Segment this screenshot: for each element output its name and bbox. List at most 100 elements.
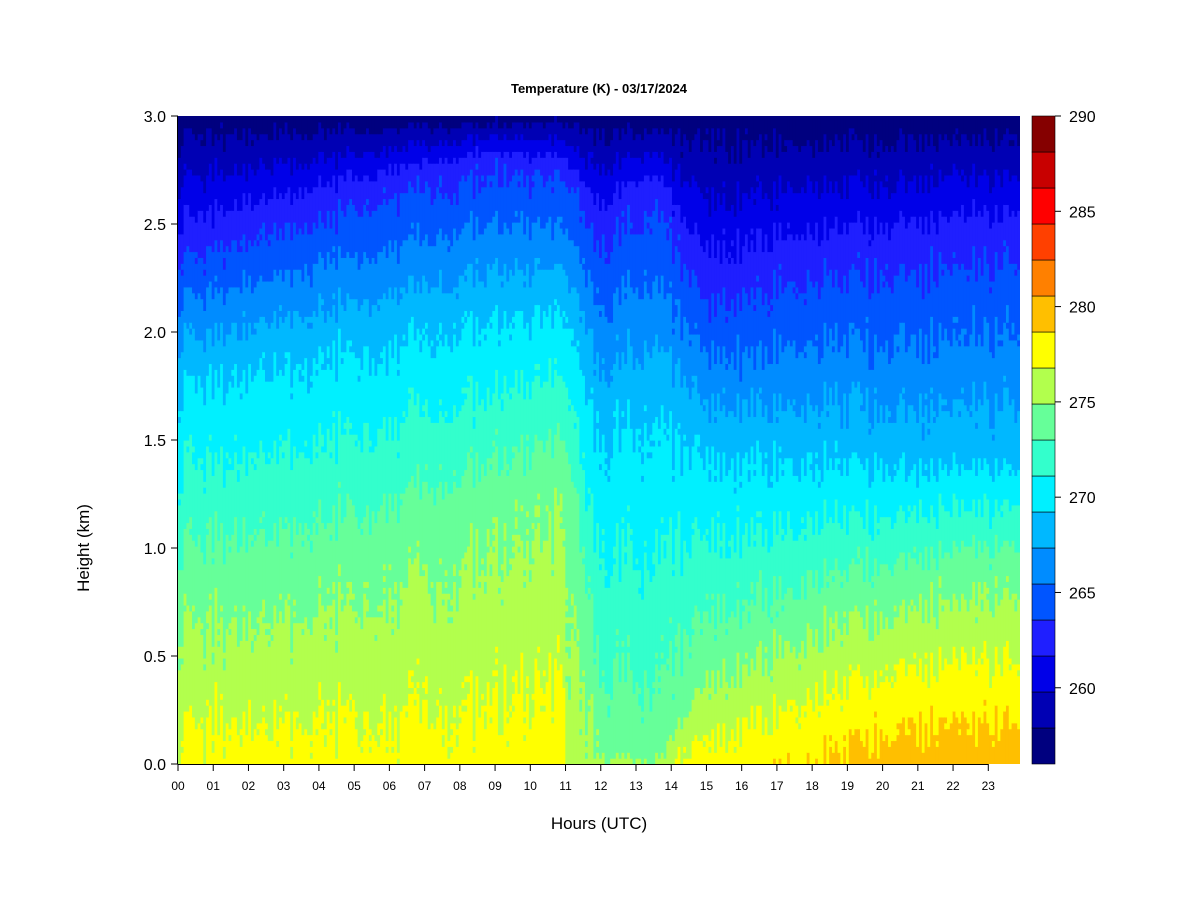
heatmap-cell — [854, 222, 858, 270]
heatmap-cell — [514, 528, 519, 535]
heatmap-cell — [963, 510, 968, 547]
heatmap-cell — [467, 121, 471, 135]
heatmap-cell — [531, 180, 536, 188]
heatmap-cell — [253, 116, 258, 135]
heatmap-cell — [907, 275, 912, 347]
heatmap-cell — [357, 381, 362, 441]
heatmap-cell — [817, 416, 822, 423]
heatmap-cell — [1000, 222, 1004, 270]
heatmap-cell — [534, 257, 538, 306]
heatmap-cell — [1011, 133, 1015, 141]
heatmap-cell — [747, 304, 752, 359]
heatmap-cell — [441, 163, 446, 200]
heatmap-cell — [576, 116, 580, 123]
heatmap-cell — [388, 163, 392, 200]
heatmap-cell — [890, 681, 895, 689]
heatmap-cell — [500, 392, 505, 400]
heatmap-cell — [680, 151, 684, 158]
heatmap-cell — [500, 569, 505, 582]
heatmap-cell — [478, 587, 482, 718]
heatmap-cell — [408, 386, 412, 394]
heatmap-cell — [927, 569, 931, 624]
heatmap-cell — [447, 292, 451, 347]
heatmap-cell — [295, 233, 300, 270]
heatmap-cell — [178, 569, 182, 647]
heatmap-cell — [747, 157, 752, 200]
heatmap-cell — [803, 710, 808, 718]
heatmap-cell — [582, 675, 586, 683]
heatmap-cell — [391, 174, 395, 200]
heatmap-cell — [511, 557, 516, 677]
heatmap-cell — [845, 634, 850, 700]
heatmap-cell — [932, 675, 937, 736]
heatmap-cell — [657, 157, 662, 182]
heatmap-cell — [966, 345, 971, 412]
heatmap-cell — [635, 428, 639, 559]
heatmap-cell — [1005, 127, 1010, 170]
heatmap-cell — [492, 534, 496, 541]
heatmap-cell — [601, 534, 606, 541]
heatmap-cell — [245, 551, 249, 641]
heatmap-cell — [273, 269, 277, 311]
heatmap-cell — [756, 581, 760, 647]
heatmap-cell — [380, 504, 384, 606]
heatmap-cell — [276, 746, 280, 764]
heatmap-cell — [559, 316, 564, 376]
heatmap-cell — [180, 746, 185, 753]
heatmap-cell — [972, 245, 976, 306]
heatmap-cell — [1005, 498, 1010, 541]
heatmap-cell — [323, 269, 328, 323]
heatmap-cell — [528, 398, 533, 471]
heatmap-cell — [584, 333, 589, 406]
heatmap-cell — [596, 116, 600, 129]
heatmap-cell — [576, 640, 580, 647]
heatmap-cell — [615, 180, 620, 217]
heatmap-cell — [248, 451, 252, 535]
heatmap-cell — [587, 186, 592, 229]
heatmap-cell — [562, 310, 566, 317]
heatmap-cell — [902, 451, 906, 512]
heatmap-cell — [641, 481, 645, 600]
heatmap-cell — [1011, 116, 1015, 135]
heatmap-cell — [332, 151, 336, 176]
heatmap-cell — [938, 457, 943, 494]
heatmap-cell — [587, 581, 592, 588]
heatmap-cell — [349, 116, 353, 129]
heatmap-cell — [888, 363, 892, 412]
heatmap-cell — [686, 551, 690, 635]
heatmap-cell — [315, 316, 319, 365]
heatmap-cell — [340, 363, 345, 435]
heatmap-cell — [279, 369, 283, 435]
heatmap-cell — [531, 121, 536, 141]
heatmap-cell — [868, 758, 872, 764]
heatmap-cell — [1005, 587, 1010, 641]
heatmap-cell — [607, 145, 611, 170]
heatmap-cell — [455, 145, 460, 164]
heatmap-cell — [307, 322, 311, 329]
heatmap-cell — [700, 151, 704, 194]
heatmap-cell — [697, 445, 701, 453]
heatmap-cell — [568, 675, 572, 700]
heatmap-cell — [537, 169, 541, 217]
heatmap-cell — [231, 116, 235, 135]
heatmap-cell — [388, 710, 392, 764]
heatmap-cell — [708, 481, 712, 553]
heatmap-cell — [545, 440, 550, 506]
heatmap-cell — [770, 210, 774, 253]
heatmap-cell — [584, 752, 589, 759]
heatmap-cell — [868, 581, 872, 641]
heatmap-cell — [309, 286, 314, 317]
heatmap-cell — [596, 634, 600, 730]
heatmap-cell — [410, 563, 415, 671]
heatmap-cell — [492, 516, 496, 524]
heatmap-cell — [809, 180, 813, 235]
heatmap-cell — [778, 575, 783, 635]
heatmap-cell — [627, 116, 631, 123]
heatmap-cell — [941, 404, 945, 412]
heatmap-cell — [655, 127, 659, 152]
heatmap-cell — [559, 375, 564, 441]
heatmap-cell — [526, 434, 530, 441]
heatmap-cell — [582, 180, 586, 211]
heatmap-cell — [570, 345, 575, 406]
heatmap-cell — [267, 198, 272, 235]
